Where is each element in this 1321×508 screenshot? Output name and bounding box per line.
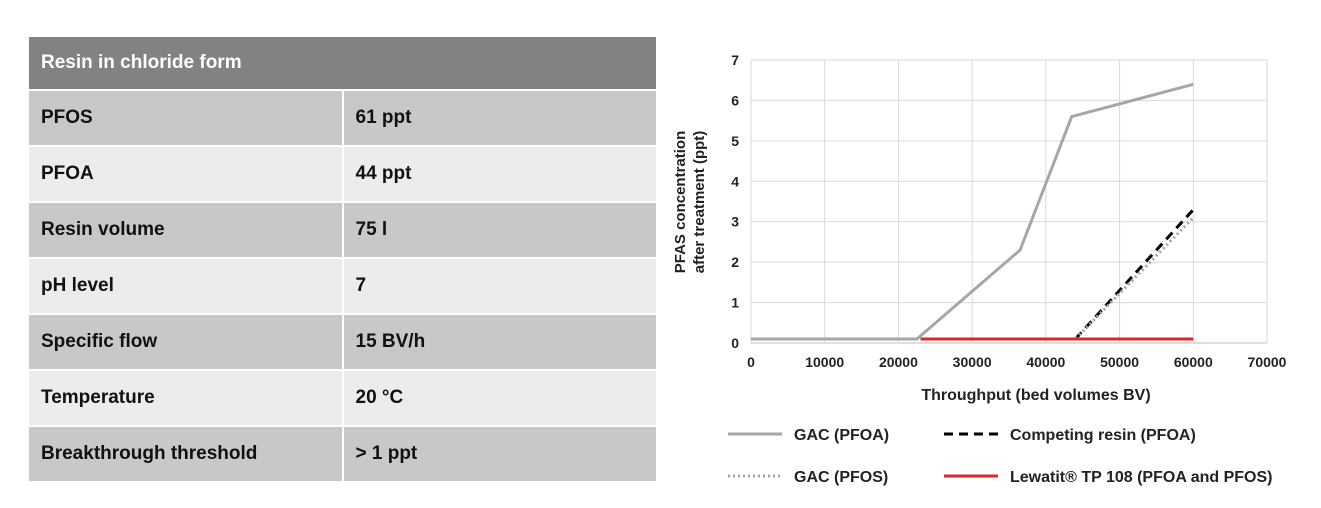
x-tick-label: 40000 (1026, 354, 1065, 370)
x-tick-label: 60000 (1174, 354, 1213, 370)
legend-label: Competing resin (PFOA) (1010, 427, 1196, 444)
grid (750, 59, 1268, 344)
pfas-breakthrough-chart: 0 1 2 3 4 5 6 7 0 10000 20000 30000 40000 50000 60000 7… (672, 52, 1287, 486)
parameters-table: Resin in chloride form PFOS 61 ppt PFOA … (29, 37, 656, 483)
tick-labels: 0 1 2 3 4 5 6 7 0 10000 20000 30000 40000 50000 60000 7… (731, 52, 1286, 370)
y-axis-label-line1: PFAS concentration (672, 131, 689, 274)
table-row: PFOS 61 ppt (29, 90, 656, 147)
y-tick-label: 3 (731, 214, 739, 230)
legend-label: GAC (PFOA) (794, 427, 889, 444)
row-label: Temperature (29, 370, 344, 427)
y-tick-label: 1 (731, 295, 739, 311)
table-row: pH level 7 (29, 258, 656, 315)
table-row: Specific flow 15 BV/h (29, 314, 656, 371)
legend-label: Lewatit® TP 108 (PFOA and PFOS) (1010, 469, 1273, 486)
legend-label: GAC (PFOS) (794, 469, 888, 486)
y-tick-label: 7 (731, 52, 739, 68)
y-tick-label: 6 (731, 92, 739, 108)
row-value: 20 °C (342, 370, 656, 427)
x-axis-label: Throughput (bed volumes BV) (921, 387, 1150, 404)
x-tick-label: 0 (747, 354, 755, 370)
row-label: Breakthrough threshold (29, 426, 344, 483)
row-label: Resin volume (29, 202, 344, 259)
y-axis-label-line2: after treatment (ppt) (691, 131, 708, 274)
row-value: 15 BV/h (342, 314, 656, 371)
table-row: Breakthrough threshold > 1 ppt (29, 426, 656, 483)
x-tick-label: 30000 (953, 354, 992, 370)
row-value: 7 (342, 258, 656, 315)
x-tick-label: 20000 (879, 354, 918, 370)
table-row: PFOA 44 ppt (29, 146, 656, 203)
row-value: > 1 ppt (342, 426, 656, 483)
y-tick-label: 5 (731, 133, 739, 149)
row-label: PFOA (29, 146, 344, 203)
y-tick-label: 4 (731, 173, 739, 189)
x-tick-label: 50000 (1100, 354, 1139, 370)
row-value: 75 l (342, 202, 656, 259)
row-value: 44 ppt (342, 146, 656, 203)
legend: GAC (PFOA) Competing resin (PFOA) GAC (PFO… (728, 427, 1273, 486)
table-header: Resin in chloride form (29, 37, 656, 91)
table-row: Resin volume 75 l (29, 202, 656, 259)
table-header-row: Resin in chloride form (29, 37, 656, 91)
row-label: PFOS (29, 90, 344, 147)
row-label: Specific flow (29, 314, 344, 371)
x-tick-label: 70000 (1248, 354, 1287, 370)
row-value: 61 ppt (342, 90, 656, 147)
row-label: pH level (29, 258, 344, 315)
series-lines (751, 82, 1195, 341)
y-tick-label: 0 (731, 335, 739, 351)
x-tick-label: 10000 (805, 354, 844, 370)
y-tick-label: 2 (731, 254, 739, 270)
table-row: Temperature 20 °C (29, 370, 656, 427)
